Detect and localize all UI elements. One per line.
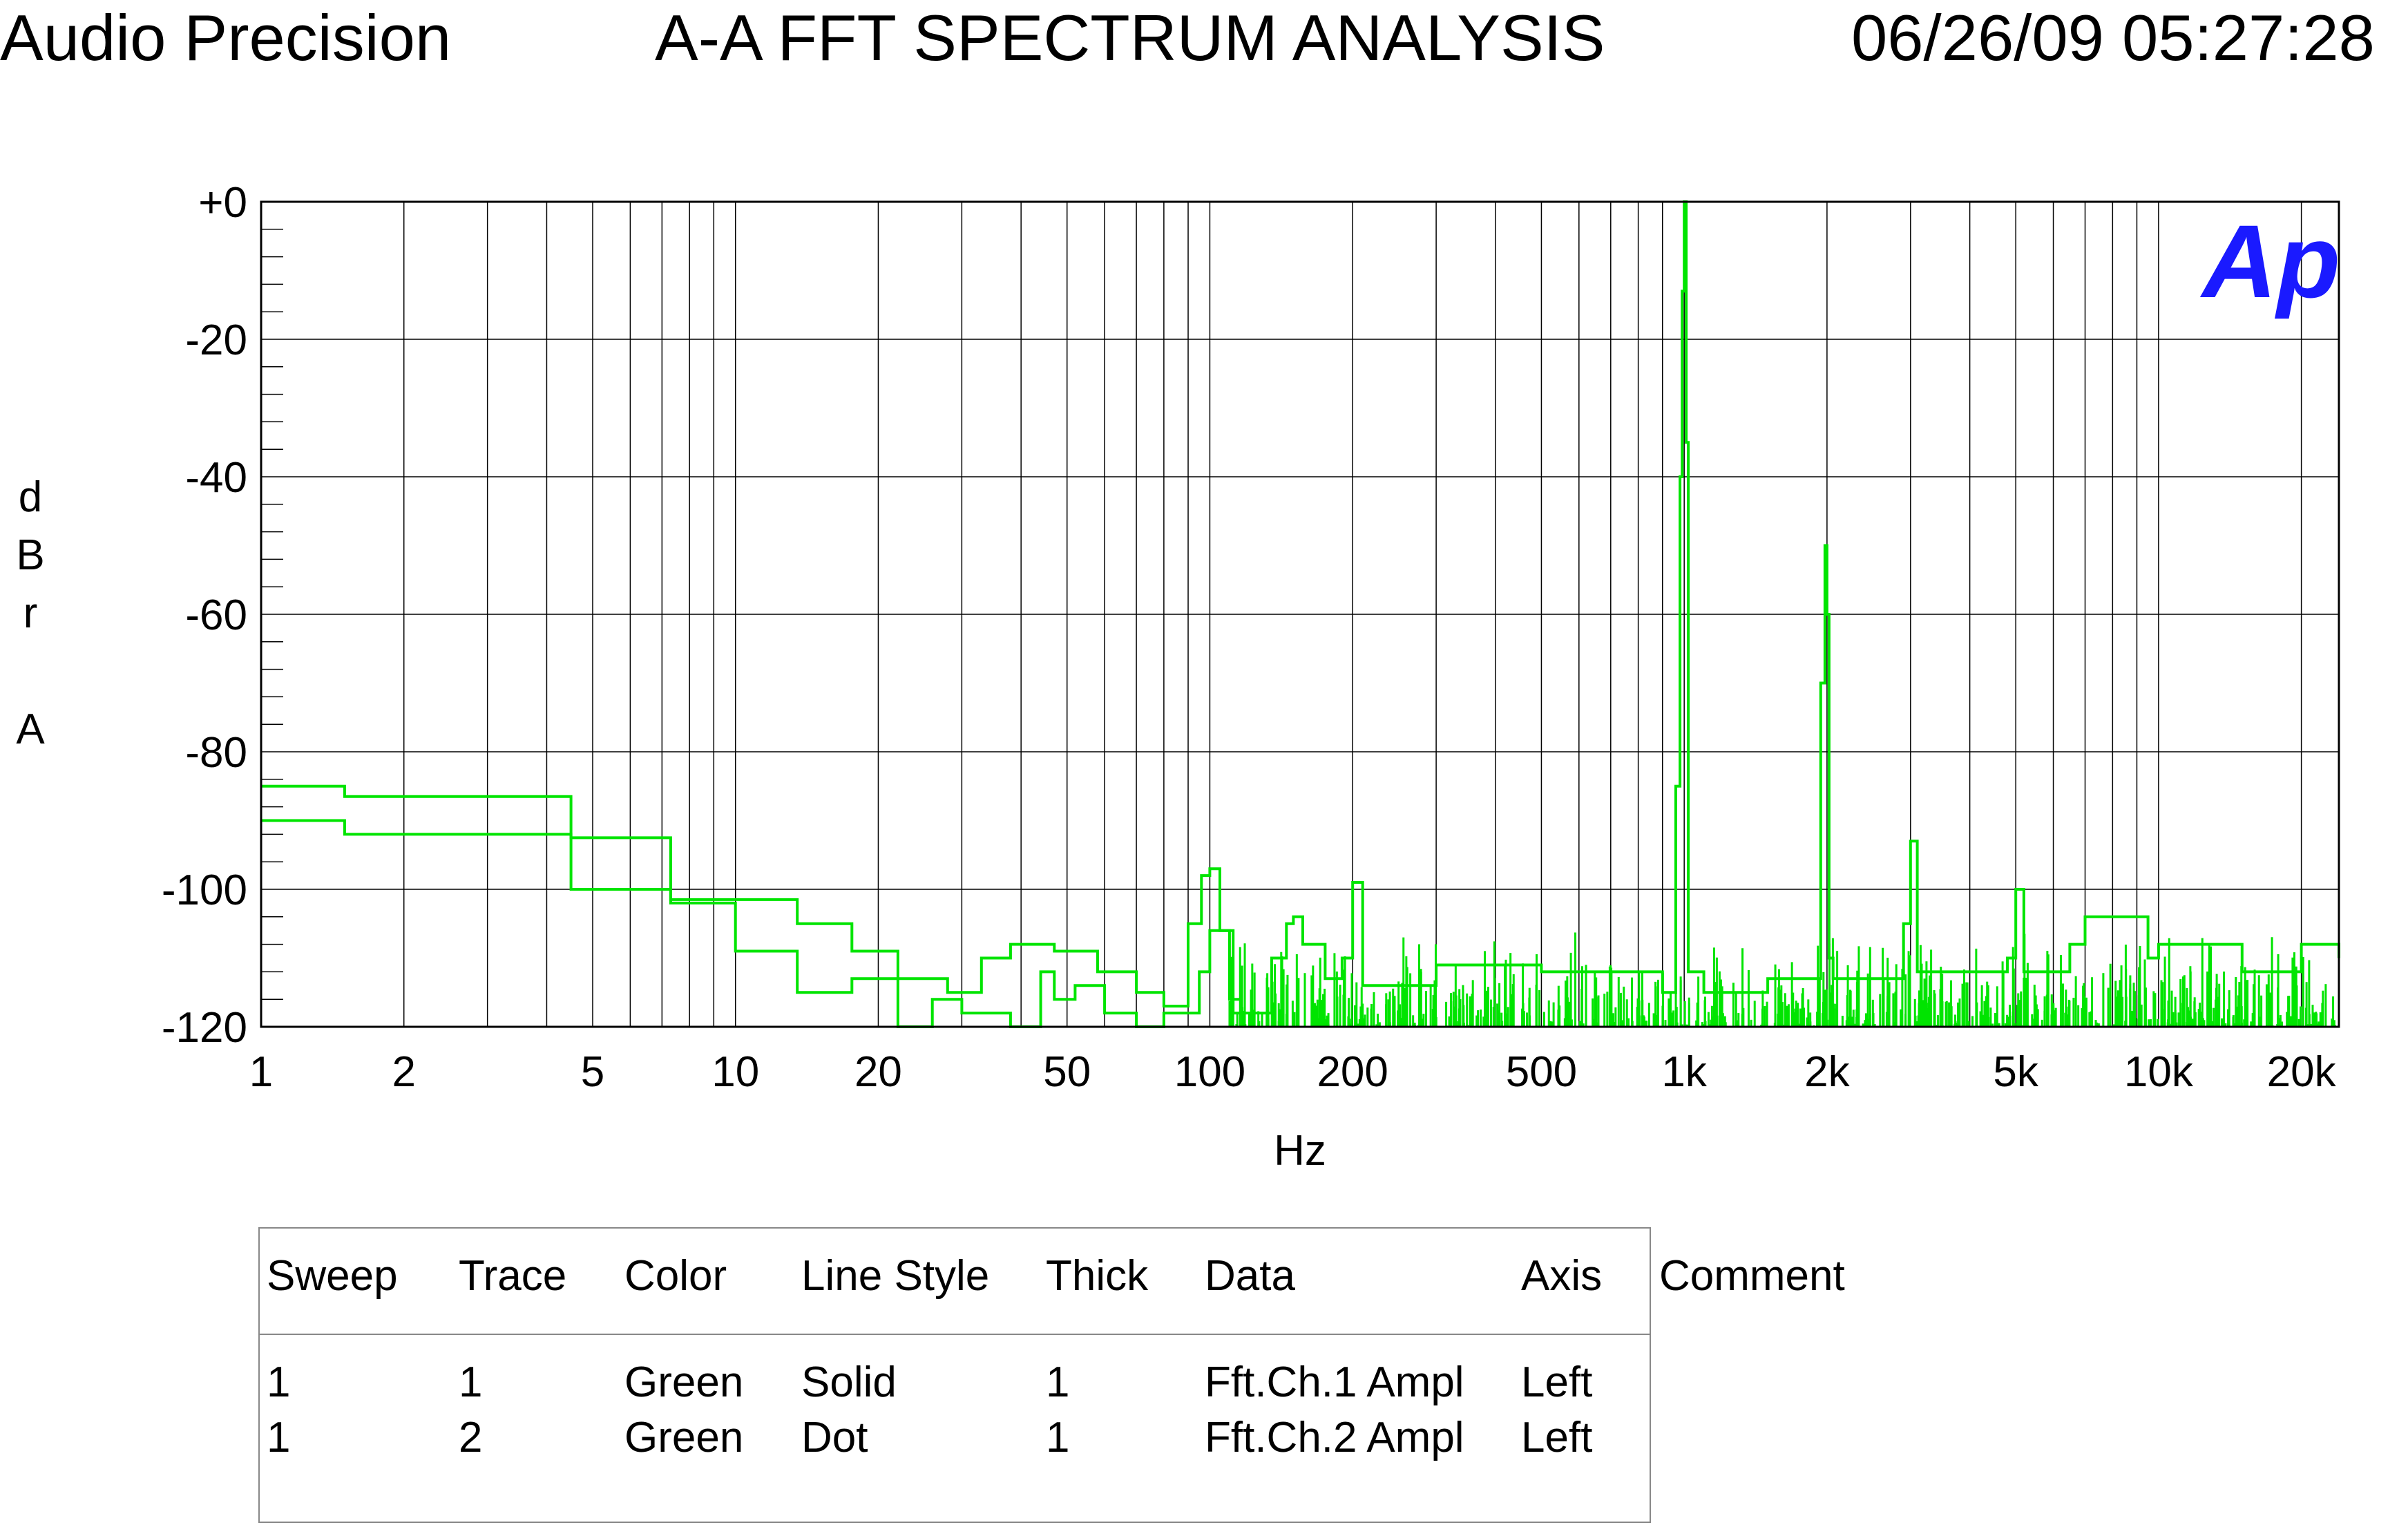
- x-tick-label: 100: [1174, 1048, 1245, 1096]
- x-tick-label: 5k: [1993, 1048, 2038, 1096]
- x-tick-label: 50: [1043, 1048, 1091, 1096]
- x-tick-label: 5: [581, 1048, 604, 1096]
- trace-legend-table: Sweep Trace Color Line Style Thick Data Axis Co…: [258, 1227, 1845, 1523]
- legend-cell: Green: [624, 1414, 744, 1461]
- header-timestamp: 06/26/09 05:27:28: [1851, 1, 2375, 74]
- legend-header-sweep: Sweep: [267, 1252, 398, 1300]
- y-tick-label: -100: [162, 866, 247, 914]
- chart-title: A-A FFT SPECTRUM ANALYSIS: [655, 1, 1605, 74]
- legend-cell: 1: [267, 1358, 291, 1406]
- legend-header-separator: [260, 1334, 1650, 1335]
- legend-header-comment: Comment: [1659, 1252, 1845, 1300]
- legend-cell: 1: [459, 1358, 483, 1406]
- y-minor-ticks: [261, 229, 283, 1000]
- series-1-line: [261, 200, 2340, 1015]
- x-tick-label: 2: [392, 1048, 415, 1096]
- y-axis-title-char: A: [16, 705, 45, 753]
- legend-cell: Dot: [801, 1414, 868, 1461]
- y-tick-label: -20: [185, 316, 247, 364]
- x-tick-label: 2k: [1804, 1048, 1850, 1096]
- x-tick-label: 200: [1317, 1048, 1388, 1096]
- legend-header-trace: Trace: [459, 1252, 567, 1300]
- y-tick-labels: +0 -20 -40 -60 -80 -100 -120: [162, 179, 247, 1052]
- x-tick-labels: 1 2 5 10 20 50 100 200 500 1k 2k 5k 10k 20k: [249, 1048, 2337, 1096]
- ap-logo-text: Ap: [2199, 203, 2340, 319]
- legend-cell: 1: [1046, 1358, 1070, 1406]
- y-axis-title-char: r: [23, 589, 38, 637]
- x-tick-label: 10: [711, 1048, 759, 1096]
- y-axis-title-char: B: [16, 531, 44, 579]
- y-axis-title: dBr A: [16, 473, 45, 753]
- spectrum-chart: 1 2 5 10 20 50 100 200 500 1k 2k 5k 10k 20k +0 -20 -40 -…: [16, 179, 2340, 1175]
- legend-header-data: Data: [1205, 1252, 1295, 1300]
- legend-cell: Left: [1521, 1358, 1593, 1406]
- y-tick-label: -80: [185, 729, 247, 777]
- legend-header-color: Color: [624, 1252, 727, 1300]
- ap-logo: Ap: [2199, 203, 2340, 319]
- x-tick-label: 20: [854, 1048, 902, 1096]
- y-tick-label: +0: [198, 179, 247, 227]
- x-tick-label: 1: [249, 1048, 273, 1096]
- x-tick-label: 1k: [1661, 1048, 1707, 1096]
- legend-cell: 1: [267, 1414, 291, 1461]
- y-axis-title-char: d: [19, 473, 42, 521]
- x-axis-title: Hz: [1274, 1127, 1326, 1175]
- legend-cell: 1: [1046, 1414, 1070, 1461]
- x-tick-label: 20k: [2267, 1048, 2337, 1096]
- legend-cell: Fft.Ch.1 Ampl: [1205, 1358, 1464, 1406]
- series-2-line: [261, 819, 1240, 1028]
- y-tick-label: -60: [185, 591, 247, 639]
- y-tick-label: -40: [185, 454, 247, 502]
- legend-cell: Solid: [801, 1358, 897, 1406]
- header-brand: Audio Precision: [0, 1, 452, 74]
- legend-header-axis: Axis: [1521, 1252, 1603, 1300]
- x-tick-label: 500: [1506, 1048, 1577, 1096]
- legend-cell: 2: [459, 1414, 483, 1461]
- legend-header-thick: Thick: [1046, 1252, 1149, 1300]
- plot-frame: [260, 200, 2340, 1028]
- x-tick-label: 10k: [2124, 1048, 2194, 1096]
- series-group: [261, 200, 2340, 1028]
- grid: [260, 201, 2339, 1027]
- legend-header-line-style: Line Style: [801, 1252, 990, 1300]
- legend-cell: Left: [1521, 1414, 1593, 1461]
- y-tick-label: -120: [162, 1004, 247, 1052]
- legend-cell: Fft.Ch.2 Ampl: [1205, 1414, 1464, 1461]
- legend-cell: Green: [624, 1358, 744, 1406]
